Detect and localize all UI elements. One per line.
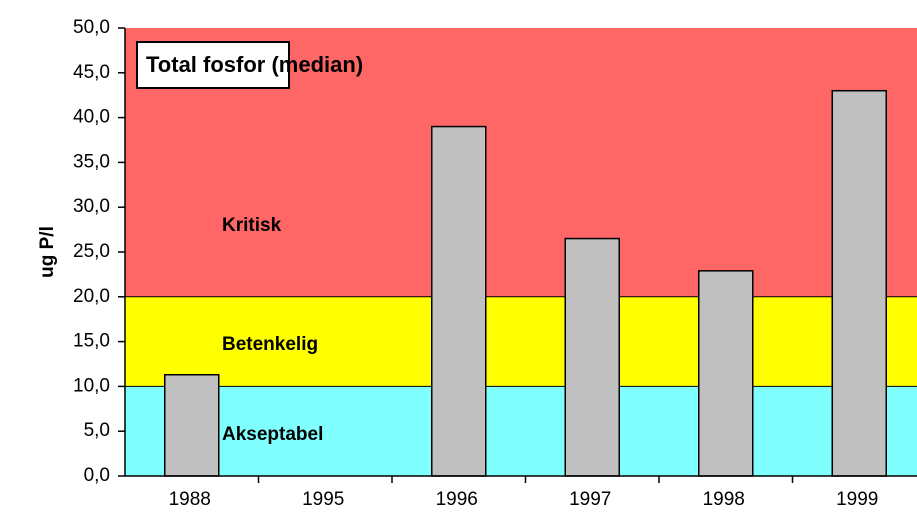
marks: [164, 89, 887, 477]
bar: [564, 237, 620, 477]
x-tick-label: 1996: [436, 489, 478, 510]
bands: Akseptabel Betenkelig Kritisk: [125, 28, 917, 476]
y-tick-label: 50,0: [73, 17, 110, 38]
band: [125, 386, 917, 476]
band-label: Akseptabel: [222, 424, 323, 445]
y-tick-label: 5,0: [84, 420, 110, 441]
y-tick-label: 40,0: [73, 107, 110, 128]
bar: [698, 270, 754, 477]
x-tick-label: 1999: [836, 489, 878, 510]
bar: [164, 374, 220, 477]
x-tick-label: 1998: [703, 489, 745, 510]
y-tick-label: 45,0: [73, 62, 110, 83]
y-axis-label: ug P/l: [37, 226, 58, 278]
x-tick-label: 1995: [302, 489, 344, 510]
y-tick-label: 10,0: [73, 375, 110, 396]
bar: [831, 89, 887, 477]
y-tick-label: 20,0: [73, 286, 110, 307]
x-tick-label: 1997: [569, 489, 611, 510]
title-box: [136, 41, 290, 89]
y-tick-label: 15,0: [73, 331, 110, 352]
y-tick-label: 25,0: [73, 241, 110, 262]
y-tick-label: 30,0: [73, 196, 110, 217]
band-label: Betenkelig: [222, 334, 318, 355]
band-label: Kritisk: [222, 215, 282, 236]
chart-title: Total fosfor (median): [146, 52, 363, 77]
y-tick-label: 35,0: [73, 151, 110, 172]
band: [125, 296, 917, 387]
x-tick-label: 1988: [169, 489, 211, 510]
bar: [431, 125, 487, 477]
y-tick-label: 0,0: [84, 465, 110, 486]
